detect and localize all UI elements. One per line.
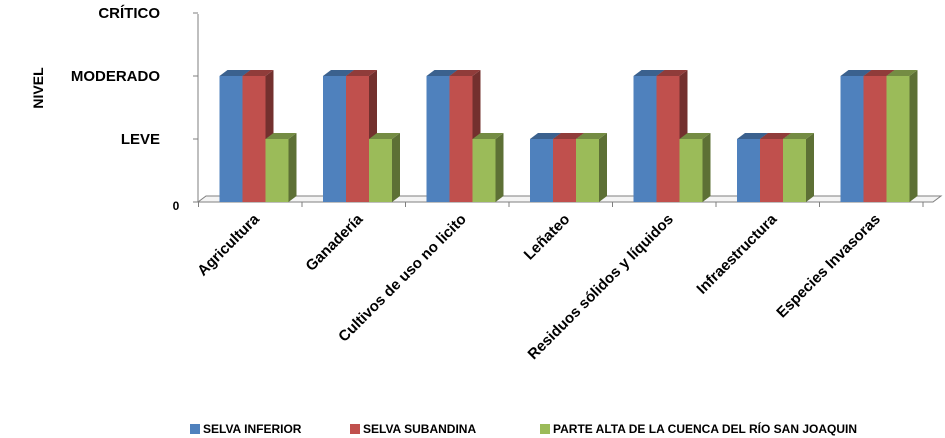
bar: [783, 133, 814, 202]
legend-label: PARTE ALTA DE LA CUENCA DEL RÍO SAN JOAQ…: [553, 421, 857, 436]
y-tick-labels: 0 LEVE MODERADO CRÍTICO: [71, 5, 180, 213]
legend-swatch: [190, 424, 200, 434]
legend-label: SELVA INFERIOR: [203, 422, 302, 436]
legend-item: SELVA INFERIOR: [190, 422, 302, 436]
y-tick-label: CRÍTICO: [98, 5, 160, 22]
legend-swatch: [350, 424, 360, 434]
bar: [265, 133, 297, 202]
y-tick-label: LEVE: [121, 131, 160, 148]
x-tick-label: Ganadería: [302, 210, 366, 274]
x-tick-label: Infraestructura: [693, 210, 780, 297]
legend-swatch: [540, 424, 550, 434]
x-tick-label: Agricultura: [194, 210, 263, 279]
bar: [472, 133, 504, 202]
bar: [679, 133, 711, 202]
legend-item: SELVA SUBANDINA: [350, 422, 476, 436]
y-axis-title: NIVEL: [30, 67, 46, 109]
legend-item: PARTE ALTA DE LA CUENCA DEL RÍO SAN JOAQ…: [540, 421, 857, 436]
x-tick-label: Leñateo: [521, 211, 574, 264]
bar: [886, 70, 918, 202]
legend-label: SELVA SUBANDINA: [363, 422, 476, 436]
bar: [576, 133, 607, 202]
x-tick-label: Especies Invasoras: [773, 211, 883, 321]
legend: SELVA INFERIOR SELVA SUBANDINA PARTE ALTA …: [190, 421, 857, 436]
chart-bars: [219, 70, 918, 202]
y-tick-label: 0: [173, 199, 180, 213]
bar: [369, 133, 400, 202]
y-tick-label: MODERADO: [71, 68, 160, 85]
